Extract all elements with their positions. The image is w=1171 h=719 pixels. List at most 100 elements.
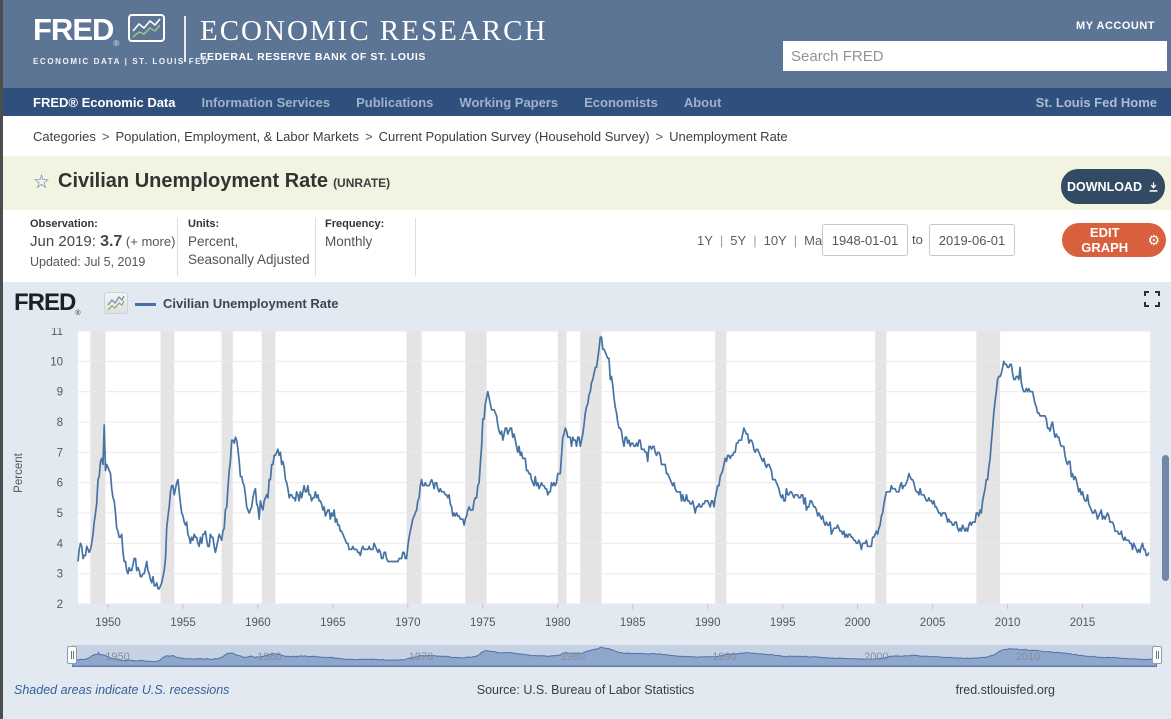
breadcrumb-separator: >	[101, 128, 110, 144]
source-note: Source: U.S. Bureau of Labor Statistics	[476, 683, 695, 697]
svg-text:1980: 1980	[545, 617, 571, 629]
observation-more-link[interactable]: (+ more)	[122, 234, 176, 249]
breadcrumb-current-page: Unemployment Rate	[669, 128, 788, 144]
frequency-block: Frequency: Monthly	[325, 218, 384, 251]
gear-icon: ⚙	[1147, 231, 1160, 248]
svg-text:1960: 1960	[245, 617, 271, 629]
legend-line-swatch	[135, 303, 156, 306]
frequency-value: Monthly	[325, 234, 373, 249]
range-separator: |	[793, 233, 798, 248]
svg-text:4: 4	[57, 538, 64, 550]
date-from-input[interactable]	[822, 224, 908, 256]
svg-text:7: 7	[57, 447, 63, 459]
observation-value: 3.7	[100, 233, 123, 250]
slider-right-handle[interactable]	[1152, 646, 1162, 664]
series-ticker: (UNRATE)	[333, 176, 391, 190]
main-nav: FRED® Economic Data Information Services…	[0, 88, 1171, 116]
range-separator: |	[753, 233, 757, 248]
svg-text:Percent: Percent	[13, 452, 25, 492]
svg-text:2010: 2010	[995, 617, 1021, 629]
observation-updated: Updated: Jul 5, 2019	[30, 255, 146, 269]
units-value-line2: Seasonally Adjusted	[188, 252, 310, 267]
download-icon	[1149, 181, 1158, 192]
svg-text:1985: 1985	[620, 617, 646, 629]
fred-logo-tagline: ECONOMIC DATA | ST. LOUIS FED	[33, 57, 210, 66]
svg-text:2000: 2000	[845, 617, 871, 629]
chart-panel: FRED® Civilian Unemployment Rate 2 3 4 5 6 7 8…	[0, 282, 1171, 719]
chart-fred-watermark-icon	[104, 292, 128, 314]
search-input[interactable]	[783, 41, 1167, 71]
range-separator: |	[719, 233, 724, 248]
legend-series-label: Civilian Unemployment Rate	[163, 296, 339, 311]
window-edge	[0, 0, 3, 719]
page-scrollbar-thumb[interactable]	[1162, 455, 1169, 581]
svg-text:1980: 1980	[561, 651, 585, 663]
range-10y-link[interactable]: 10Y	[763, 233, 787, 248]
units-label: Units:	[188, 218, 220, 230]
range-1y-link[interactable]: 1Y	[697, 233, 713, 248]
nav-item-publications[interactable]: Publications	[356, 94, 434, 110]
nav-stlouisfed-home-link[interactable]: St. Louis Fed Home	[1035, 94, 1157, 110]
series-meta-bar: Observation: Jun 2019: 3.7 (+ more) Upda…	[0, 210, 1171, 282]
breadcrumb-separator: >	[364, 128, 373, 144]
download-button-label: DOWNLOAD	[1067, 179, 1142, 194]
series-header: ☆ Civilian Unemployment Rate (UNRATE) DOW…	[0, 156, 1171, 210]
date-to-input[interactable]	[929, 224, 1015, 256]
svg-text:1950: 1950	[105, 651, 129, 663]
nav-item-fred-economic-data[interactable]: FRED® Economic Data	[33, 94, 176, 110]
edit-graph-button[interactable]: EDIT GRAPH ⚙	[1062, 223, 1166, 257]
series-title-text: Civilian Unemployment Rate	[58, 170, 329, 192]
frequency-label: Frequency:	[325, 218, 385, 230]
registered-mark: ®	[75, 310, 80, 317]
svg-text:2005: 2005	[920, 617, 946, 629]
zoom-range-links: 1Y | 5Y | 10Y | Max	[697, 233, 829, 248]
nav-item-information-services[interactable]: Information Services	[201, 94, 331, 110]
breadcrumb-separator: >	[655, 128, 664, 144]
nav-item-economists[interactable]: Economists	[584, 94, 658, 110]
slider-left-handle[interactable]	[67, 646, 77, 664]
observation-block: Observation: Jun 2019: 3.7 (+ more) Upda…	[30, 218, 175, 269]
date-to-label: to	[912, 232, 923, 247]
svg-text:1970: 1970	[395, 617, 421, 629]
breadcrumb-cps[interactable]: Current Population Survey (Household Sur…	[378, 128, 650, 144]
range-5y-link[interactable]: 5Y	[730, 233, 747, 248]
download-button[interactable]: DOWNLOAD	[1061, 169, 1165, 204]
site-title[interactable]: ECONOMIC RESEARCH	[200, 15, 548, 47]
nav-item-about[interactable]: About	[683, 94, 722, 110]
svg-text:1990: 1990	[712, 651, 736, 663]
unemployment-rate-chart[interactable]: 2 3 4 5 6 7 8 9 10 11 1950 1955 1960 1965 1970 1975 1980…	[0, 328, 1171, 632]
site-title-block: ECONOMIC RESEARCH FEDERAL RESERVE BANK O…	[200, 15, 547, 63]
fullscreen-icon[interactable]	[1144, 291, 1160, 307]
favorite-star-icon[interactable]: ☆	[33, 172, 51, 193]
svg-text:1975: 1975	[470, 617, 496, 629]
recession-note-link[interactable]: Shaded areas indicate U.S. recessions	[14, 683, 230, 697]
svg-text:1990: 1990	[695, 617, 721, 629]
svg-text:10: 10	[50, 356, 63, 368]
svg-text:3: 3	[57, 569, 63, 581]
nav-item-working-papers[interactable]: Working Papers	[459, 94, 559, 110]
observation-value-line[interactable]: Jun 2019: 3.7 (+ more)	[30, 233, 175, 251]
svg-text:1955: 1955	[170, 617, 196, 629]
svg-text:2015: 2015	[1070, 617, 1096, 629]
breadcrumb: Categories > Population, Employment, & L…	[0, 116, 1171, 156]
header-divider	[184, 16, 186, 62]
breadcrumb-labor-markets[interactable]: Population, Employment, & Labor Markets	[115, 128, 359, 144]
meta-divider	[315, 218, 316, 276]
chart-brand-text: FRED	[14, 289, 76, 316]
site-subtitle: FEDERAL RESERVE BANK OF ST. LOUIS	[200, 51, 426, 63]
date-range-slider[interactable]: 1950 1960 1970 1980 1990 2000 2010	[72, 645, 1157, 667]
units-value-line1: Percent,	[188, 234, 239, 249]
breadcrumb-categories[interactable]: Categories	[33, 128, 96, 144]
fred-logo[interactable]: FRED®	[33, 12, 119, 48]
site-header: FRED® ECONOMIC DATA | ST. LOUIS FED ECON…	[0, 0, 1171, 88]
edit-graph-label: EDIT GRAPH	[1081, 225, 1129, 255]
my-account-link[interactable]: MY ACCOUNT	[1076, 20, 1155, 32]
fred-url-link[interactable]: fred.stlouisfed.org	[955, 683, 1055, 697]
svg-text:2000: 2000	[864, 651, 888, 663]
svg-text:8: 8	[57, 417, 63, 429]
svg-text:6: 6	[57, 478, 63, 490]
registered-mark: ®	[113, 39, 120, 48]
svg-text:2: 2	[57, 599, 63, 611]
svg-text:9: 9	[57, 387, 63, 399]
